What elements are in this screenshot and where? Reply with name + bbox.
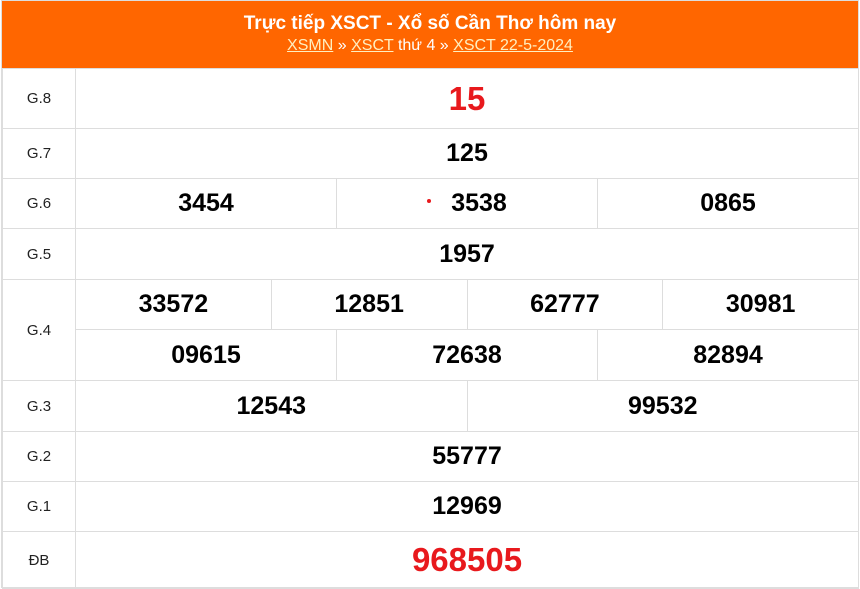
prize-number: 3454 [75, 178, 337, 229]
prize-number: 09615 [75, 329, 337, 381]
prize-number: 125 [75, 128, 859, 179]
prize-number: 62777 [466, 279, 664, 330]
row-g1: G.1 12969 [2, 481, 859, 532]
prize-number: 72638 [336, 329, 598, 381]
row-g5: G.5 1957 [2, 228, 859, 280]
prize-label: G.6 [2, 178, 76, 229]
prize-label: G.7 [2, 128, 76, 179]
prize-number: 12851 [270, 279, 468, 330]
prize-label: G.1 [2, 481, 76, 532]
prize-number: 12969 [75, 481, 859, 532]
prize-number: 12543 [75, 380, 468, 432]
prize-number: 99532 [466, 380, 859, 432]
prize-number: 15 [75, 68, 859, 129]
page-title: Trực tiếp XSCT - Xổ số Cần Thơ hôm nay [243, 13, 617, 34]
row-g3: G.3 12543 99532 [2, 380, 859, 432]
results-table: G.8 15 G.7 125 G.6 3454 3538 0865 G.5 19… [2, 68, 859, 589]
prize-number: 82894 [597, 329, 859, 381]
row-g7: G.7 125 [2, 128, 859, 179]
prize-label: G.5 [2, 228, 76, 280]
row-special: ĐB 968505 [2, 531, 859, 589]
prize-number: 30981 [662, 279, 859, 330]
row-g8: G.8 15 [2, 68, 859, 129]
loading-dot-icon [427, 199, 432, 204]
prize-number: 33572 [75, 279, 272, 330]
link-xsct-date[interactable]: XSCT 22-5-2024 [453, 37, 573, 54]
prize-label: G.2 [2, 431, 76, 482]
link-xsct[interactable]: XSCT [351, 37, 394, 54]
prize-number: 1957 [75, 228, 859, 280]
prize-number-cell: 3538 [336, 178, 598, 229]
prize-number: 55777 [75, 431, 859, 482]
breadcrumb: XSMN » XSCT thứ 4 » XSCT 22-5-2024 [2, 35, 858, 57]
prize-label: G.3 [2, 380, 76, 432]
breadcrumb-separator: » [439, 37, 449, 54]
breadcrumb-separator: » [337, 37, 347, 54]
row-g2: G.2 55777 [2, 431, 859, 482]
weekday-text: thứ 4 [397, 37, 436, 54]
prize-label: G.4 [2, 279, 76, 381]
prize-number: 0865 [597, 178, 859, 229]
header: Trực tiếp XSCT - Xổ số Cần Thơ hôm nay X… [2, 1, 858, 68]
special-prize-number: 968505 [75, 531, 859, 589]
row-g4a: G.4 33572 12851 62777 30981 [2, 279, 859, 381]
prize-number: 3538 [451, 189, 507, 217]
row-g6: G.6 3454 3538 0865 [2, 178, 859, 229]
prize-label: ĐB [2, 531, 76, 589]
prize-label: G.8 [2, 68, 76, 129]
row-g4b: 09615 72638 82894 [3, 329, 859, 381]
link-xsmn[interactable]: XSMN [287, 37, 334, 54]
